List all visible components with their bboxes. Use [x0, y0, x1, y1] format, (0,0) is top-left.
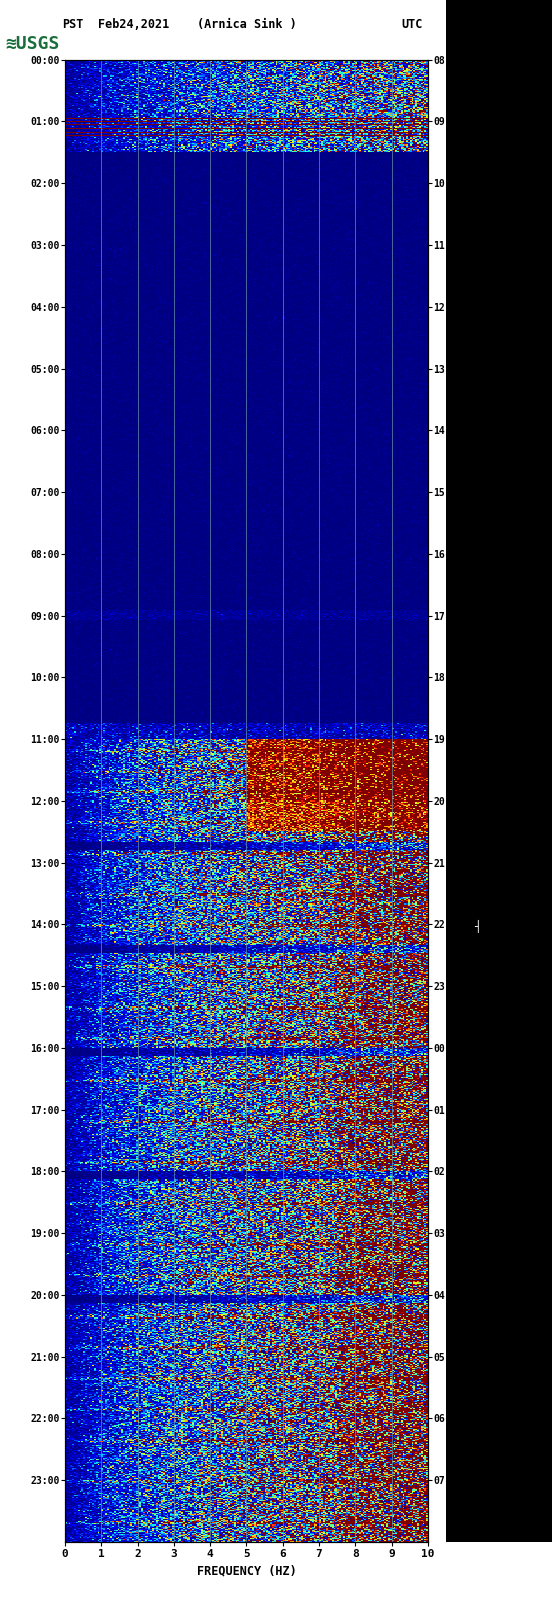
Text: (Arnica Sink ): (Arnica Sink ) [197, 18, 296, 31]
Text: UTC: UTC [401, 18, 422, 31]
Text: PST: PST [62, 18, 84, 31]
Text: Feb24,2021: Feb24,2021 [98, 18, 169, 31]
Text: ┤: ┤ [474, 921, 481, 934]
X-axis label: FREQUENCY (HZ): FREQUENCY (HZ) [197, 1565, 296, 1578]
Text: ≋USGS: ≋USGS [6, 35, 60, 53]
